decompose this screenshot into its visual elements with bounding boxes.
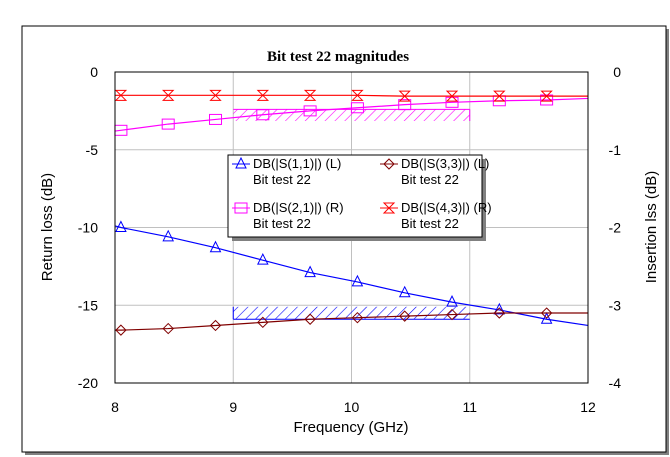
y-left-tick-label: -5 — [86, 142, 99, 158]
x-tick-label: 9 — [229, 399, 237, 415]
hourglass-marker — [209, 89, 222, 101]
square-marker — [256, 109, 270, 121]
legend-entry-name: DB(|S(4,3)|) (R) — [401, 200, 492, 215]
y-right-tick-label: 0 — [613, 64, 621, 80]
square-marker — [161, 118, 175, 130]
mask-region — [233, 109, 470, 121]
diamond-marker — [399, 310, 411, 322]
hourglass-marker — [382, 202, 396, 214]
square-marker — [209, 113, 223, 125]
hourglass-marker — [445, 90, 459, 102]
legend-entry-name: DB(|S(2,1)|) (R) — [253, 200, 344, 215]
diamond-marker — [209, 319, 222, 332]
square-marker — [303, 105, 317, 117]
hourglass-marker — [540, 90, 553, 102]
triangle-marker — [162, 229, 175, 242]
triangle-marker — [351, 274, 364, 287]
hourglass-marker — [256, 89, 270, 101]
triangle-marker — [115, 220, 127, 232]
diamond-marker — [493, 307, 506, 319]
series-hourglass — [114, 89, 588, 102]
y-right-tick-label: -2 — [609, 220, 622, 236]
legend: DB(|S(1,1)|) (L)Bit test 22DB(|S(3,3)|) … — [227, 154, 492, 241]
plot-area — [114, 71, 589, 384]
triangle-marker — [209, 240, 222, 253]
triangle-marker — [493, 302, 506, 315]
hourglass-marker — [114, 89, 128, 101]
x-tick-label: 12 — [580, 399, 596, 415]
series-line — [114, 225, 589, 327]
square-marker — [445, 96, 459, 108]
legend-entry-subtitle: Bit test 22 — [401, 216, 459, 231]
diamond-marker — [383, 158, 395, 170]
series-diamond — [115, 307, 588, 336]
y-axis-left-label: Return loss (dB) — [39, 173, 56, 281]
y-left-tick-label: 0 — [90, 64, 98, 80]
legend-entry-name: DB(|S(3,3)|) (L) — [401, 156, 489, 171]
hourglass-marker — [351, 89, 364, 101]
square-marker — [398, 99, 412, 111]
hourglass-marker — [162, 89, 175, 101]
ticks: 8 9 10 11 12 0 -5 -10 -15 -20 0 -1 -2 -3 -4 — [78, 64, 621, 415]
y-left-tick-label: -10 — [78, 220, 98, 236]
legend-entry-subtitle: Bit test 22 — [253, 172, 311, 187]
hourglass-marker — [398, 90, 411, 102]
series — [114, 89, 589, 336]
hourglass-marker — [303, 89, 317, 101]
series-line — [115, 94, 588, 97]
diamond-marker — [162, 322, 174, 335]
square-marker — [234, 202, 248, 214]
y-left-tick-label: -20 — [78, 375, 98, 391]
legend-entry-name: DB(|S(1,1)|) (L) — [253, 156, 341, 171]
triangle-marker — [446, 295, 458, 307]
y-right-tick-label: -3 — [609, 297, 622, 313]
x-tick-label: 11 — [462, 399, 477, 415]
triangle-marker — [398, 285, 411, 298]
diamond-marker — [257, 316, 269, 329]
diamond-marker — [351, 311, 364, 324]
diamond-marker — [304, 313, 316, 325]
legend-entry-subtitle: Bit test 22 — [401, 172, 459, 187]
series-triangle — [114, 220, 589, 327]
series-line — [114, 97, 589, 132]
y-right-tick-label: -1 — [609, 142, 622, 158]
series-square — [114, 94, 589, 136]
series-line — [115, 312, 588, 331]
x-tick-label: 10 — [344, 399, 360, 415]
diamond-marker — [540, 307, 553, 319]
square-marker — [540, 94, 554, 106]
y-right-tick-label: -4 — [609, 375, 622, 391]
x-axis-label: Frequency (GHz) — [293, 419, 408, 436]
diamond-marker — [446, 308, 458, 321]
legend-entry-subtitle: Bit test 22 — [253, 216, 311, 231]
chart-title: Bit test 22 magnitudes — [267, 49, 409, 65]
y-left-tick-label: -15 — [78, 297, 98, 313]
triangle-marker — [304, 265, 316, 278]
hourglass-marker — [493, 90, 506, 102]
triangle-marker — [257, 253, 269, 265]
triangle-marker — [235, 156, 247, 169]
x-tick-label: 8 — [111, 399, 119, 415]
square-marker — [350, 102, 364, 114]
diamond-marker — [115, 324, 127, 336]
legend-box — [227, 154, 483, 238]
y-axis-right-label: Insertion lss (dB) — [643, 171, 660, 284]
triangle-marker — [540, 312, 553, 324]
